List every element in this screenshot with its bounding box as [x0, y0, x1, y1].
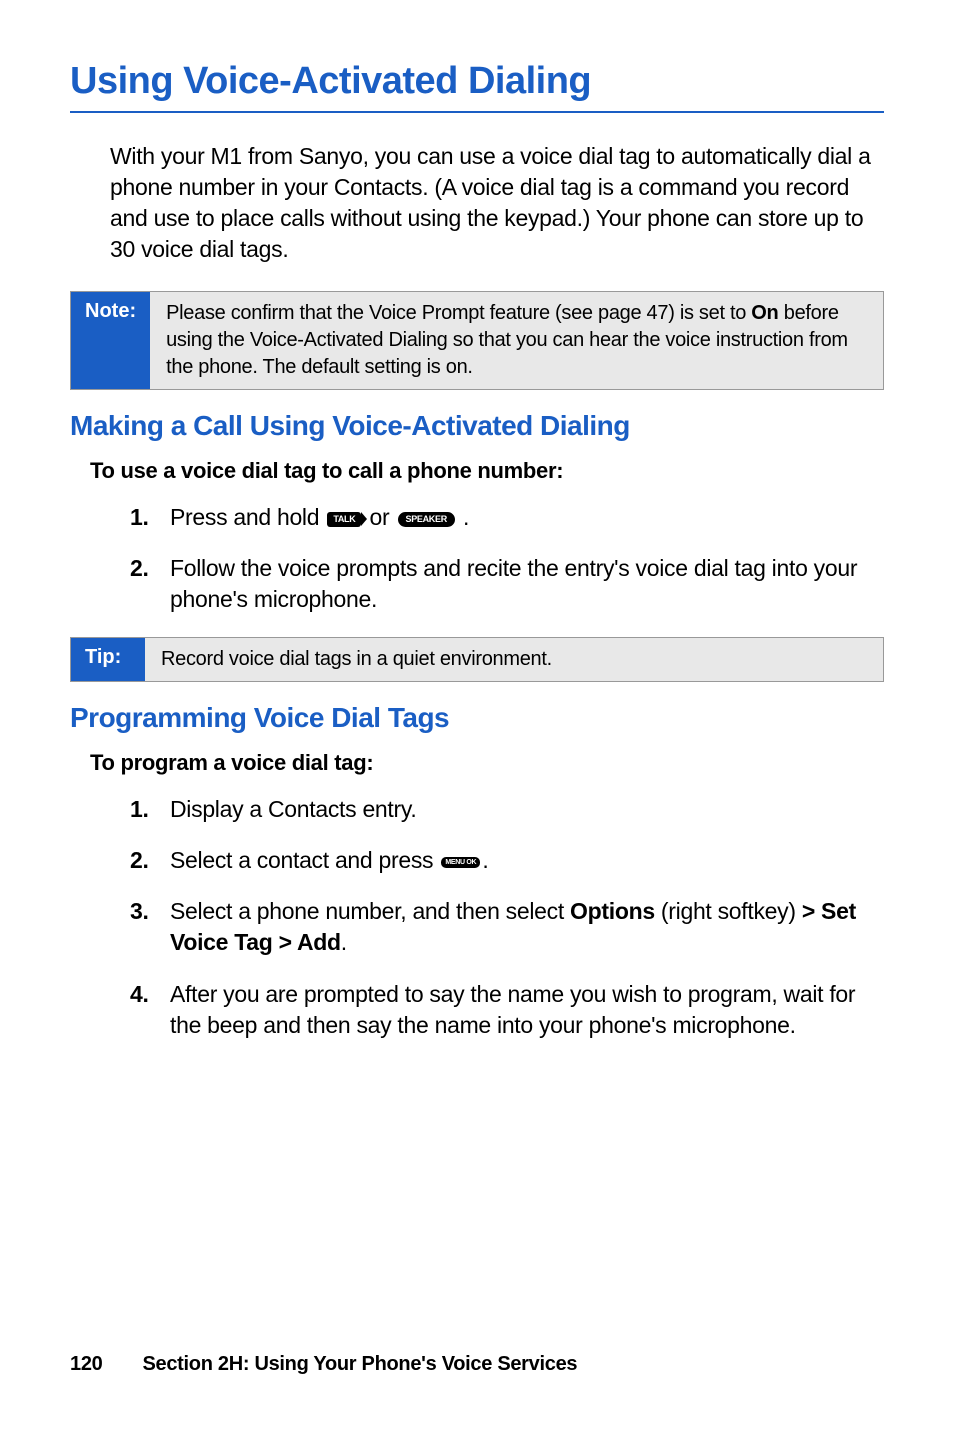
- section2-subheading: To program a voice dial tag:: [90, 750, 884, 776]
- note-text-bold: On: [751, 302, 778, 324]
- step-number: 1.: [130, 794, 170, 825]
- step-text: After you are prompted to say the name y…: [170, 979, 884, 1041]
- list-item: 1. Display a Contacts entry.: [130, 794, 884, 825]
- step3-pre: Select a phone number, and then select: [170, 898, 570, 924]
- section2-steps: 1. Display a Contacts entry. 2. Select a…: [130, 794, 884, 1040]
- step1-or: or: [363, 504, 395, 530]
- talk-key-icon: TALK: [327, 512, 361, 527]
- intro-paragraph: With your M1 from Sanyo, you can use a v…: [110, 141, 884, 265]
- note-content: Please confirm that the Voice Prompt fea…: [150, 292, 883, 389]
- step-text: Display a Contacts entry.: [170, 794, 884, 825]
- menu-ok-key-icon: MENU OK: [441, 857, 480, 868]
- step3-post: .: [341, 929, 347, 955]
- list-item: 2. Follow the voice prompts and recite t…: [130, 553, 884, 615]
- step-number: 3.: [130, 896, 170, 958]
- step-text: Follow the voice prompts and recite the …: [170, 553, 884, 615]
- step-text: Press and hold TALK or SPEAKER .: [170, 502, 884, 533]
- step1-post: .: [457, 504, 469, 530]
- step3-mid: (right softkey): [655, 898, 802, 924]
- step-text: Select a contact and press MENU OK.: [170, 845, 884, 876]
- section2-heading: Programming Voice Dial Tags: [70, 702, 884, 734]
- note-text-pre: Please confirm that the Voice Prompt fea…: [166, 302, 751, 324]
- step-text: Select a phone number, and then select O…: [170, 896, 884, 958]
- step-number: 4.: [130, 979, 170, 1041]
- step-number: 1.: [130, 502, 170, 533]
- section-label: Section 2H: Using Your Phone's Voice Ser…: [142, 1353, 577, 1375]
- page-title: Using Voice-Activated Dialing: [70, 60, 884, 103]
- page-footer: 120 Section 2H: Using Your Phone's Voice …: [70, 1353, 577, 1376]
- note-label: Note:: [71, 292, 150, 389]
- step1-pre: Press and hold: [170, 504, 325, 530]
- section1-steps: 1. Press and hold TALK or SPEAKER . 2. F…: [130, 502, 884, 615]
- note-box: Note: Please confirm that the Voice Prom…: [70, 291, 884, 390]
- section1-subheading: To use a voice dial tag to call a phone …: [90, 458, 884, 484]
- step2-pre: Select a contact and press: [170, 847, 439, 873]
- page-number: 120: [70, 1353, 102, 1375]
- step2-post: .: [482, 847, 488, 873]
- tip-label: Tip:: [71, 638, 145, 681]
- list-item: 1. Press and hold TALK or SPEAKER .: [130, 502, 884, 533]
- list-item: 4. After you are prompted to say the nam…: [130, 979, 884, 1041]
- step-number: 2.: [130, 845, 170, 876]
- section1-heading: Making a Call Using Voice-Activated Dial…: [70, 410, 884, 442]
- speaker-key-icon: SPEAKER: [398, 512, 455, 527]
- step-number: 2.: [130, 553, 170, 615]
- title-underline: [70, 111, 884, 113]
- tip-content: Record voice dial tags in a quiet enviro…: [145, 638, 883, 681]
- step3-bold1: Options: [570, 898, 655, 924]
- list-item: 2. Select a contact and press MENU OK.: [130, 845, 884, 876]
- tip-box: Tip: Record voice dial tags in a quiet e…: [70, 637, 884, 682]
- list-item: 3. Select a phone number, and then selec…: [130, 896, 884, 958]
